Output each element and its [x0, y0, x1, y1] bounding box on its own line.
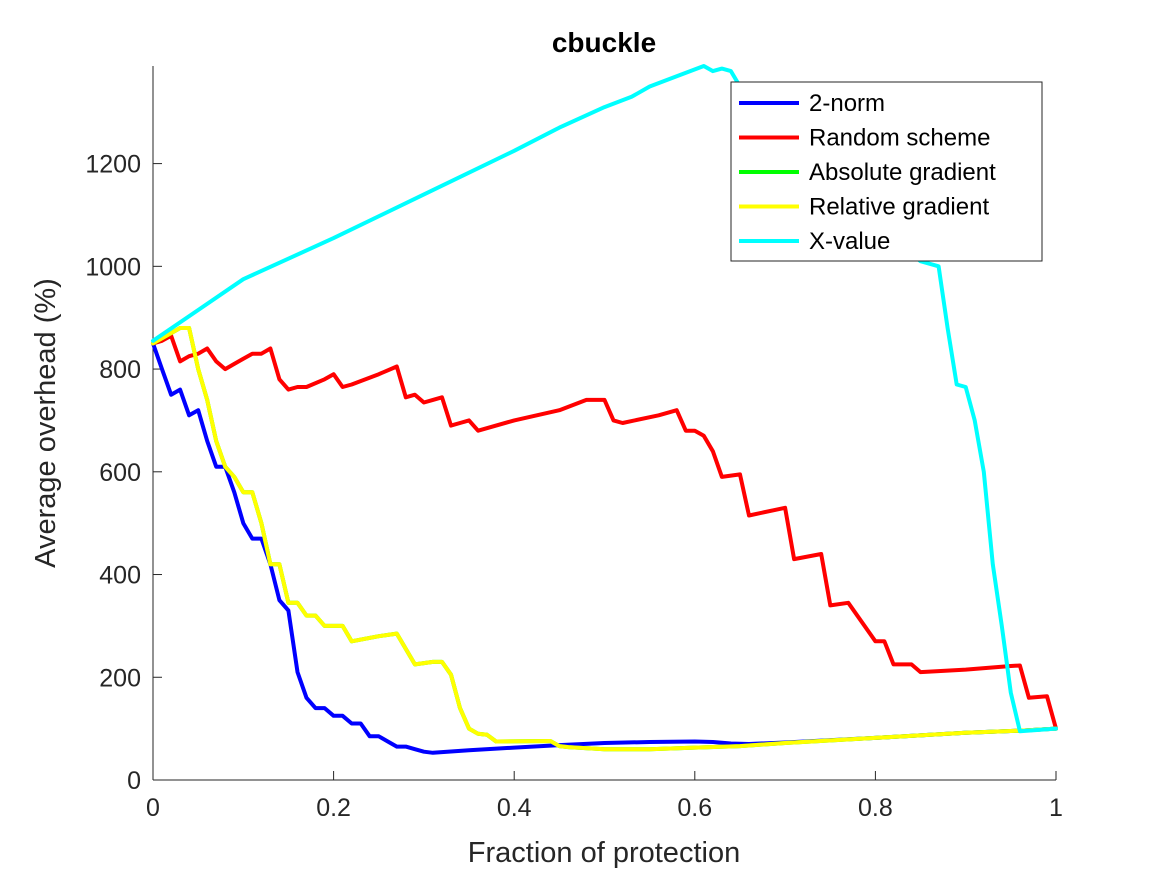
x-tick-label: 0.4 [497, 794, 532, 822]
legend-entry: Relative gradient [809, 194, 989, 221]
x-axis-label: Fraction of protection [468, 837, 740, 869]
legend-entry: Random scheme [809, 125, 990, 152]
series-line-relative-gradient [151, 326, 1058, 752]
legend-entry: Absolute gradient [809, 159, 996, 186]
legend: 2-norm Random scheme Absolute gradient Rela… [730, 81, 1043, 262]
y-axis-label: Average overhead (%) [30, 278, 62, 568]
y-tick-label: 600 [99, 459, 141, 487]
x-tick-label: 0.2 [316, 794, 351, 822]
y-tick-label: 800 [99, 356, 141, 384]
chart-title: cbuckle [552, 27, 656, 58]
legend-entry: X-value [809, 228, 890, 255]
y-tick-label: 400 [99, 562, 141, 590]
x-tick-label: 0.8 [858, 794, 893, 822]
series-line-2-norm [151, 341, 1058, 755]
y-tick-label: 200 [99, 664, 141, 692]
y-tick-label: 1000 [85, 253, 141, 281]
series-line-random-scheme [151, 333, 1058, 731]
axes: 0 0.2 0.4 0.6 0.8 1 0 200 400 600 800 1000 1200 [85, 66, 1063, 822]
x-tick-label: 0.6 [677, 794, 712, 822]
x-tick-label: 1 [1049, 794, 1063, 822]
x-tick-label: 0 [146, 794, 160, 822]
y-tick-label: 1200 [85, 151, 141, 179]
y-tick-label: 0 [127, 767, 141, 795]
legend-entry: 2-norm [809, 90, 885, 117]
